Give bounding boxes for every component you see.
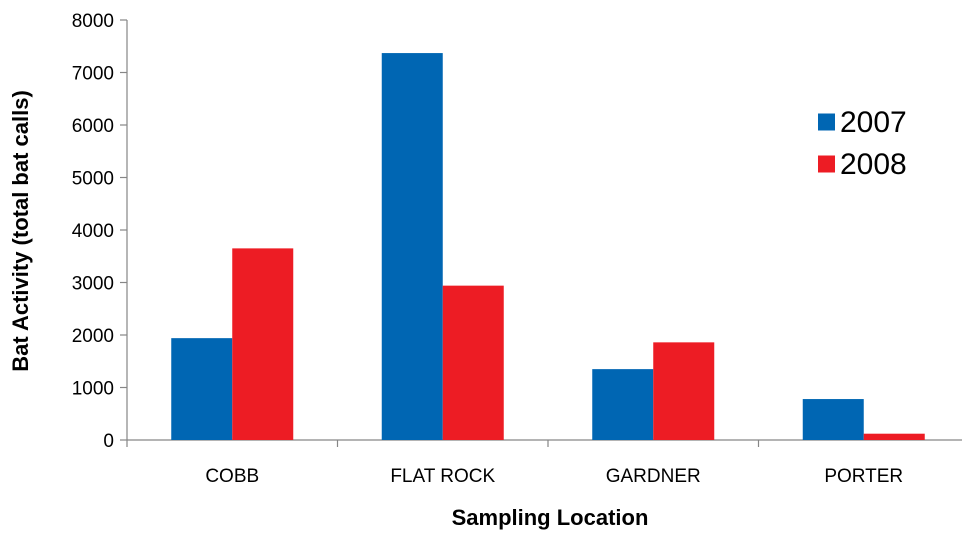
x-tick-label: FLAT ROCK (390, 466, 495, 487)
bars (171, 53, 925, 440)
legend-label-2007: 2007 (840, 106, 907, 139)
y-tick-label: 7000 (72, 64, 114, 85)
bar-2007-gardner (592, 369, 654, 440)
y-tick-label: 3000 (72, 274, 114, 295)
x-axis: COBB FLAT ROCK GARDNER PORTER (126, 439, 962, 487)
y-tick-label: 5000 (72, 169, 114, 190)
bar-2008-cobb (232, 248, 294, 440)
bar-2008-flat-rock (442, 285, 504, 440)
bar-2008-gardner (653, 342, 715, 440)
legend-swatch-2007 (818, 113, 835, 131)
y-tick-label: 4000 (72, 221, 114, 242)
bar-2008-porter (863, 433, 925, 440)
y-axis-title: Bat Activity (total bat calls) (8, 90, 33, 372)
bar-2007-flat-rock (381, 53, 443, 440)
y-tick-label: 8000 (72, 11, 114, 32)
legend-label-2008: 2008 (840, 148, 907, 181)
y-axis: 0 1000 2000 3000 4000 5000 6000 7000 8000 (72, 11, 128, 452)
legend-swatch-2008 (818, 155, 835, 173)
y-tick-label: 2000 (72, 326, 114, 347)
y-tick-label: 0 (103, 431, 114, 452)
x-tick-label: GARDNER (606, 466, 701, 487)
x-tick-label: PORTER (824, 466, 903, 487)
x-tick-label: COBB (205, 466, 259, 487)
bar-2007-porter (802, 399, 864, 440)
legend: 2007 2008 (818, 106, 907, 181)
bar-2007-cobb (171, 338, 233, 440)
x-axis-title: Sampling Location (452, 505, 649, 530)
y-tick-label: 1000 (72, 379, 114, 400)
y-tick-label: 6000 (72, 116, 114, 137)
